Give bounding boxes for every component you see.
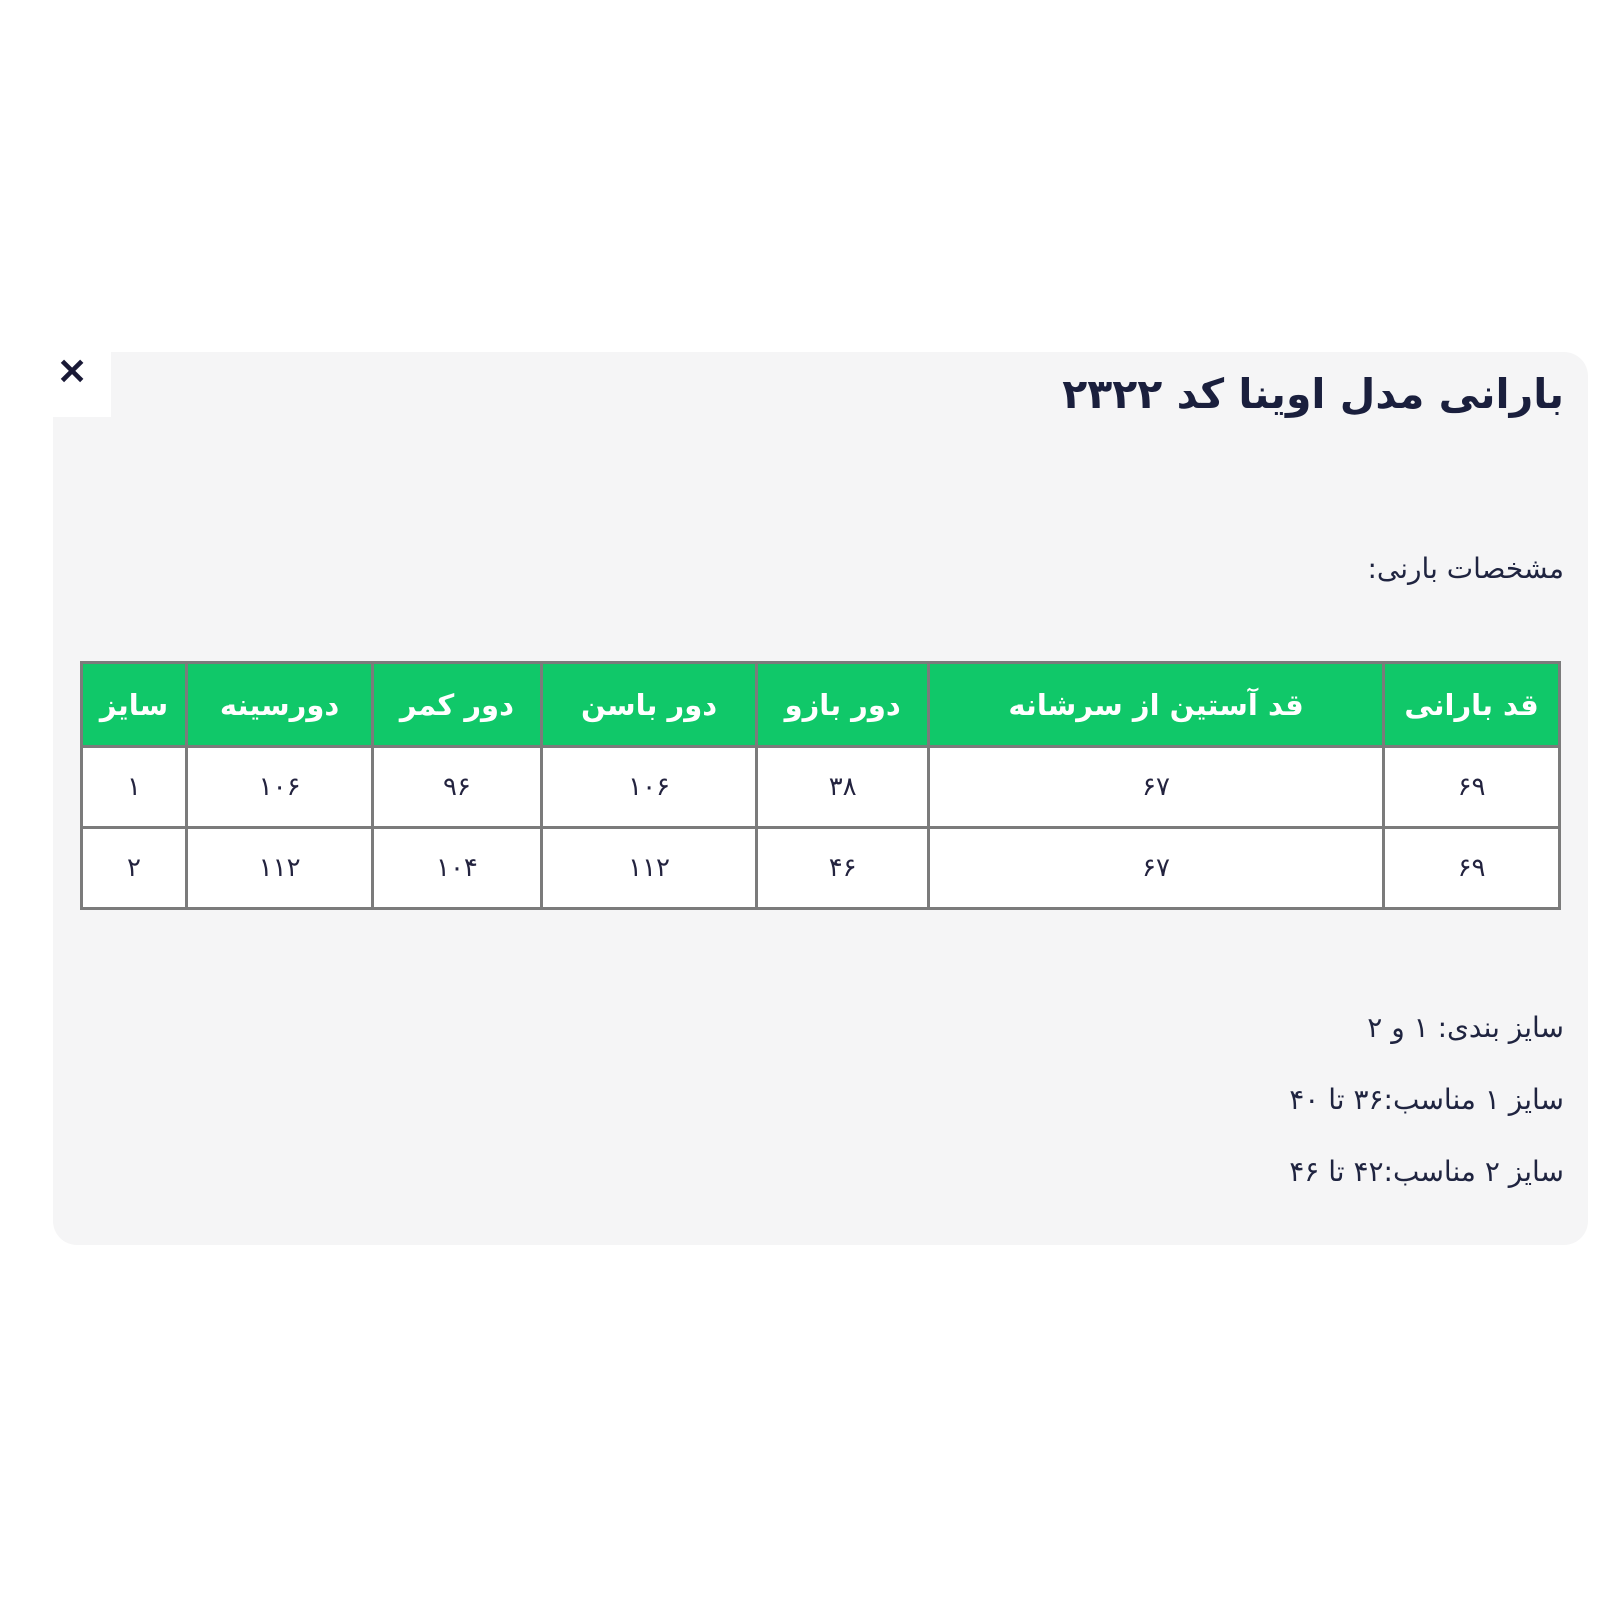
- product-specs-panel: ✕ بارانی مدل اوینا کد ۲۳۲۲ مشخصات بارنی:…: [53, 352, 1588, 1245]
- note-size-range: سایز بندی: ۱ و ۲: [1367, 1011, 1564, 1044]
- table-cell: ۲: [80, 826, 188, 910]
- page-title: بارانی مدل اوینا کد ۲۳۲۲: [1062, 370, 1564, 418]
- size-table: قد بارانی قد آستین از سرشانه دور بازو دو…: [80, 661, 1561, 910]
- table-cell: ۱۰۶: [539, 745, 759, 829]
- note-size2-fit: سایز ۲ مناسب:۴۲ تا ۴۶: [1289, 1155, 1564, 1188]
- close-icon: ✕: [57, 351, 88, 392]
- table-cell: ۶۹: [1382, 745, 1561, 829]
- column-header-waist: دور کمر: [371, 661, 543, 748]
- table-cell: ۶۷: [926, 826, 1386, 910]
- close-button[interactable]: ✕: [53, 352, 111, 417]
- table-header-row: قد بارانی قد آستین از سرشانه دور بازو دو…: [80, 661, 1561, 748]
- specs-subtitle: مشخصات بارنی:: [1367, 552, 1564, 585]
- table-cell: ۶۷: [926, 745, 1386, 829]
- size-table-wrap: قد بارانی قد آستین از سرشانه دور بازو دو…: [80, 661, 1561, 910]
- table-cell: ۱۱۲: [184, 826, 375, 910]
- table-cell: ۹۶: [371, 745, 543, 829]
- table-cell: ۱: [80, 745, 188, 829]
- table-cell: ۶۹: [1382, 826, 1561, 910]
- table-cell: ۱۱۲: [539, 826, 759, 910]
- table-cell: ۱۰۴: [371, 826, 543, 910]
- column-header-arm: دور بازو: [755, 661, 930, 748]
- note-size1-fit: سایز ۱ مناسب:۳۶ تا ۴۰: [1289, 1083, 1564, 1116]
- table-cell: ۱۰۶: [184, 745, 375, 829]
- column-header-chest: دورسینه: [184, 661, 375, 748]
- table-row-size1: ۶۹ ۶۷ ۳۸ ۱۰۶ ۹۶ ۱۰۶ ۱: [80, 745, 1561, 829]
- table-row-size2: ۶۹ ۶۷ ۴۶ ۱۱۲ ۱۰۴ ۱۱۲ ۲: [80, 826, 1561, 910]
- column-header-size: سایز: [80, 661, 188, 748]
- column-header-hip: دور باسن: [539, 661, 759, 748]
- column-header-coat-length: قد بارانی: [1382, 661, 1561, 748]
- table-cell: ۴۶: [755, 826, 930, 910]
- table-cell: ۳۸: [755, 745, 930, 829]
- column-header-sleeve-length: قد آستین از سرشانه: [926, 661, 1386, 748]
